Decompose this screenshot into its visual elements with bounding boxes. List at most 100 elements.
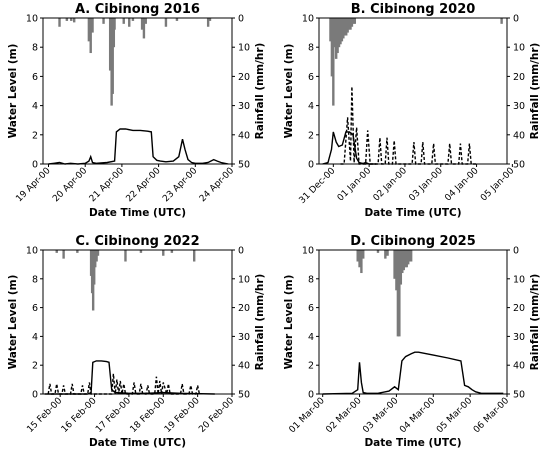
y-tick-label: 6 xyxy=(308,303,314,314)
rainfall-bar xyxy=(336,18,339,54)
y2-tick-label: 40 xyxy=(513,361,525,372)
y-tick-label: 0 xyxy=(32,160,38,171)
rainfall-bar xyxy=(405,250,408,268)
rainfall-bar xyxy=(89,18,92,54)
y2-axis-label: Rainfall (mm/hr) xyxy=(254,274,266,371)
x-tick-label: 04 Mar-00 xyxy=(398,396,437,435)
y2-axis-label: Rainfall (mm/hr) xyxy=(529,274,541,371)
rainfall-bar xyxy=(193,250,196,262)
rainfall-bar xyxy=(398,250,401,337)
rainfall-bar xyxy=(65,18,69,21)
rainfall-bar xyxy=(402,250,405,271)
x-tick-label: 19 Feb-00 xyxy=(163,396,202,435)
rainfall-bar xyxy=(140,18,144,30)
y2-tick-label: 50 xyxy=(238,390,250,401)
x-axis-label: Date Time (UTC) xyxy=(89,207,186,219)
water-level-dashed-line xyxy=(340,86,477,165)
rainfall-bar xyxy=(500,18,503,24)
rainfall-bar xyxy=(376,250,380,253)
y2-tick-label: 50 xyxy=(513,160,525,171)
rainfall-bar xyxy=(131,18,135,21)
y-axis-label: Water Level (m) xyxy=(283,275,295,370)
x-tick-label: 02 Jan-00 xyxy=(372,166,410,204)
x-tick-label: 03 Mar-00 xyxy=(361,396,400,435)
plot-frame xyxy=(42,17,233,165)
rainfall-bar xyxy=(139,250,143,253)
x-tick-label: 04 Jan-00 xyxy=(443,166,481,204)
rainfall-bar xyxy=(62,250,65,259)
y2-tick-label: 50 xyxy=(513,390,525,401)
rainfall-bar xyxy=(108,18,112,71)
y2-tick-label: 10 xyxy=(238,274,250,285)
y-tick-label: 6 xyxy=(32,72,38,83)
rainfall-bar xyxy=(96,250,100,256)
rainfall-bar xyxy=(329,18,332,42)
y2-axis-label: Rainfall (mm/hr) xyxy=(529,43,541,140)
rainfall-bar xyxy=(340,18,344,42)
rainfall-bar xyxy=(358,250,361,268)
rainfall-bar xyxy=(393,250,396,279)
rainfall-bar xyxy=(95,250,98,262)
x-axis-label: Date Time (UTC) xyxy=(364,437,461,449)
chart-title: A. Cibinong 2016 xyxy=(75,2,200,17)
rainfall-bar xyxy=(349,18,352,30)
rainfall-bar xyxy=(347,18,351,30)
rainfall-bar xyxy=(384,250,387,259)
rainfall-bar xyxy=(111,18,114,94)
y-tick-label: 4 xyxy=(308,101,314,112)
x-tick-label: 01 Mar-00 xyxy=(288,396,327,435)
y-axis-label: Water Level (m) xyxy=(7,275,19,370)
rainfall-bar xyxy=(112,18,116,48)
y2-tick-label: 30 xyxy=(238,332,250,343)
rainfall-bar xyxy=(352,18,355,24)
y2-tick-label: 40 xyxy=(513,130,525,141)
x-tick-label: 19 Apr-00 xyxy=(14,166,52,204)
rainfall-bar xyxy=(144,18,147,24)
rainfall-bar xyxy=(206,18,210,27)
rainfall-bar xyxy=(113,18,116,30)
x-tick-label: 05 Mar-00 xyxy=(435,396,474,435)
x-tick-label: 06 Mar-00 xyxy=(472,396,511,435)
rainfall-bar xyxy=(102,18,105,24)
rainfall-bar xyxy=(162,250,165,256)
y-tick-label: 4 xyxy=(32,101,38,112)
y-tick-label: 8 xyxy=(32,43,38,54)
plot-frame xyxy=(318,249,508,395)
chart-title: C. Cibinong 2022 xyxy=(75,234,199,249)
rainfall-bar xyxy=(407,250,410,265)
rainfall-bar xyxy=(401,250,404,274)
x-tick-label: 21 Apr-00 xyxy=(88,166,126,204)
y2-tick-label: 0 xyxy=(238,246,244,257)
rainfall-bar xyxy=(346,18,349,33)
y2-axis-label: Rainfall (mm/hr) xyxy=(254,43,266,140)
rainfall-bar xyxy=(343,18,346,36)
y2-tick-label: 20 xyxy=(238,303,250,314)
rainfall-bar xyxy=(72,18,76,23)
rainfall-bar xyxy=(333,18,336,48)
y-tick-label: 2 xyxy=(308,130,314,141)
y2-tick-label: 30 xyxy=(238,101,250,112)
x-tick-label: 15 Feb-00 xyxy=(25,396,64,435)
y-tick-label: 10 xyxy=(26,14,38,25)
y2-tick-label: 0 xyxy=(513,14,519,25)
rainfall-bar xyxy=(91,18,94,33)
plot-frame xyxy=(318,17,508,165)
x-tick-label: 17 Feb-00 xyxy=(94,396,133,435)
rainfall-bar xyxy=(386,250,389,256)
y-tick-label: 2 xyxy=(32,361,38,372)
x-axis-label: Date Time (UTC) xyxy=(89,437,186,449)
y2-tick-label: 10 xyxy=(513,274,525,285)
y-tick-label: 0 xyxy=(308,160,314,171)
chart-title: D. Cibinong 2025 xyxy=(350,234,475,249)
x-tick-label: 05 Jan-00 xyxy=(479,166,517,204)
rainfall-bar xyxy=(128,18,131,27)
y-tick-label: 6 xyxy=(32,303,38,314)
y2-tick-label: 10 xyxy=(238,43,250,54)
rainfall-bar xyxy=(70,18,73,21)
rainfall-bar xyxy=(58,18,61,27)
rainfall-bar xyxy=(353,18,357,24)
rainfall-bar xyxy=(122,18,125,24)
y-tick-label: 8 xyxy=(308,274,314,285)
rainfall-bar xyxy=(360,250,363,274)
